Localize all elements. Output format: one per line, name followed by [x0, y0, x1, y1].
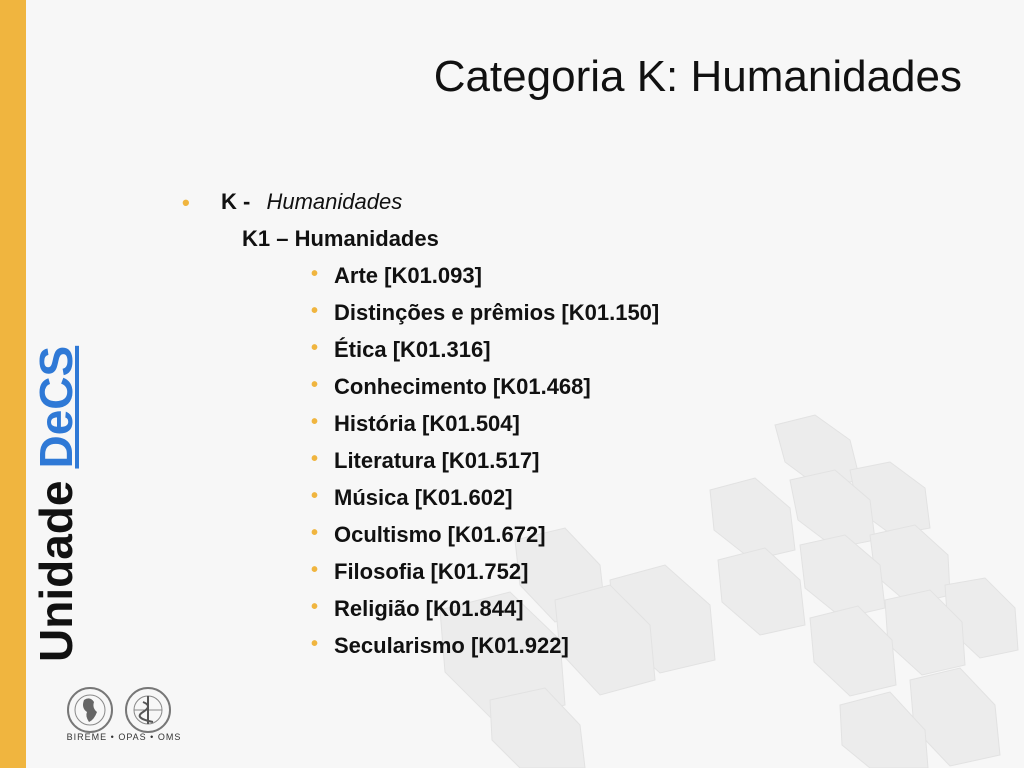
bullet-icon: •: [311, 337, 319, 359]
level2-heading: K1 – Humanidades: [242, 226, 439, 251]
decs-link[interactable]: DeCS: [30, 345, 82, 469]
list-item: Filosofia [K01.752]: [334, 559, 529, 584]
bullet-icon: •: [311, 596, 319, 618]
bireme-opas-oms-logos: [67, 687, 171, 733]
list-item: Ética [K01.316]: [334, 337, 491, 362]
list-item: História [K01.504]: [334, 411, 520, 436]
bullet-icon: •: [311, 374, 319, 396]
bullet-icon: •: [311, 448, 319, 470]
who-emblem-icon: [125, 687, 171, 733]
list-item: Religião [K01.844]: [334, 596, 524, 621]
bullet-icon: •: [311, 485, 319, 507]
level1-code: K -: [221, 189, 251, 214]
list-item: Literatura [K01.517]: [334, 448, 540, 473]
bullet-icon: •: [311, 559, 319, 581]
bullet-icon: •: [311, 633, 319, 655]
vertical-unit-label: Unidade DeCS: [30, 345, 82, 662]
bullet-icon: •: [311, 522, 319, 544]
list-item: Secularismo [K01.922]: [334, 633, 569, 658]
list-item: Conhecimento [K01.468]: [334, 374, 591, 399]
bullet-icon: •: [311, 411, 319, 433]
logo-caption: BIREME • OPAS • OMS: [66, 732, 182, 742]
bullet-icon: •: [311, 263, 319, 285]
level1-heading: K - Humanidades: [221, 189, 402, 215]
list-item: Música [K01.602]: [334, 485, 513, 510]
unit-label-word: Unidade: [30, 480, 82, 662]
list-item: Ocultismo [K01.672]: [334, 522, 546, 547]
pro-salute-logo-icon: [67, 687, 113, 733]
bullet-icon: •: [182, 190, 190, 215]
accent-sidebar-bar: [0, 0, 26, 768]
page-title: Categoria K: Humanidades: [433, 52, 962, 101]
list-item: Distinções e prêmios [K01.150]: [334, 300, 660, 325]
bullet-icon: •: [311, 300, 319, 322]
list-item: Arte [K01.093]: [334, 263, 482, 288]
level1-label: Humanidades: [266, 189, 403, 214]
